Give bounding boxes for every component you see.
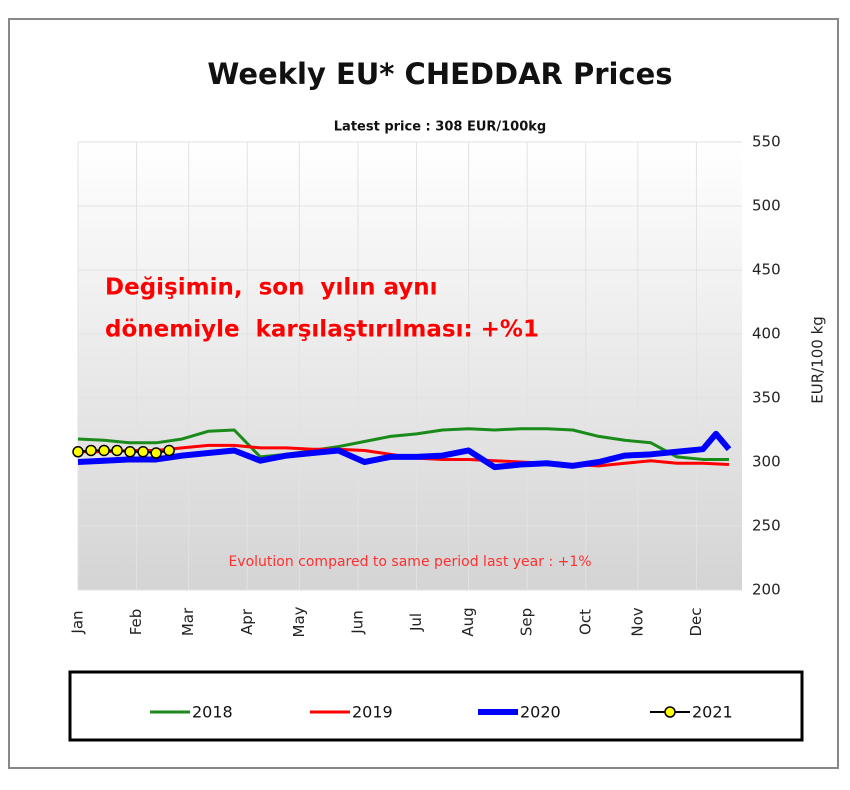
y-tick-label: 400: [752, 325, 781, 343]
x-tick-label: Aug: [459, 607, 477, 636]
legend-label: 2021: [692, 703, 733, 722]
y-tick-label: 550: [752, 133, 781, 151]
marker: [98, 444, 110, 457]
x-tick-label: Oct: [576, 609, 594, 635]
marker: [163, 444, 175, 457]
marker: [124, 446, 136, 458]
chart-title: Weekly EU* CHEDDAR Prices: [207, 57, 672, 91]
marker: [85, 444, 97, 457]
legend: [68, 670, 804, 742]
subtitle: Latest price : 308 EUR/100kg: [334, 120, 546, 135]
x-tick-label: Dec: [687, 607, 705, 636]
y-tick-label: 250: [752, 517, 781, 535]
x-tick-label: Jan: [69, 610, 87, 634]
plot-area: [78, 142, 742, 590]
x-tick-label: Feb: [127, 609, 145, 636]
legend-marker: [664, 706, 676, 718]
y-tick-label: 300: [752, 453, 781, 471]
x-tick-label: Sep: [518, 608, 536, 636]
x-tick-label: Jul: [407, 613, 425, 632]
marker: [150, 447, 162, 459]
marker: [137, 446, 149, 458]
line-series: [77, 427, 729, 461]
y-tick-label: 350: [752, 389, 781, 407]
x-tick-label: Mar: [179, 607, 197, 636]
y-tick-label: 450: [752, 261, 781, 279]
x-tick-label: May: [290, 606, 308, 637]
line-series: [77, 430, 732, 471]
y-axis-label: EUR/100 kg: [809, 316, 827, 404]
x-tick-label: Nov: [628, 607, 646, 636]
legend-label: 2019: [352, 703, 393, 722]
annotation: dönemiyle karşılaştırılması: +%1: [105, 317, 539, 343]
x-tick-label: Jun: [348, 610, 366, 634]
y-tick-label: 200: [752, 581, 781, 599]
annotation: Değişimin, son yılın aynı: [105, 275, 438, 301]
legend-label: 2020: [520, 703, 561, 722]
annotation: Evolution compared to same period last y…: [228, 554, 591, 570]
legend-label: 2018: [192, 703, 233, 722]
x-tick-label: Apr: [238, 608, 256, 635]
marker: [111, 444, 123, 457]
y-tick-label: 500: [752, 197, 781, 215]
marker: [72, 446, 84, 458]
